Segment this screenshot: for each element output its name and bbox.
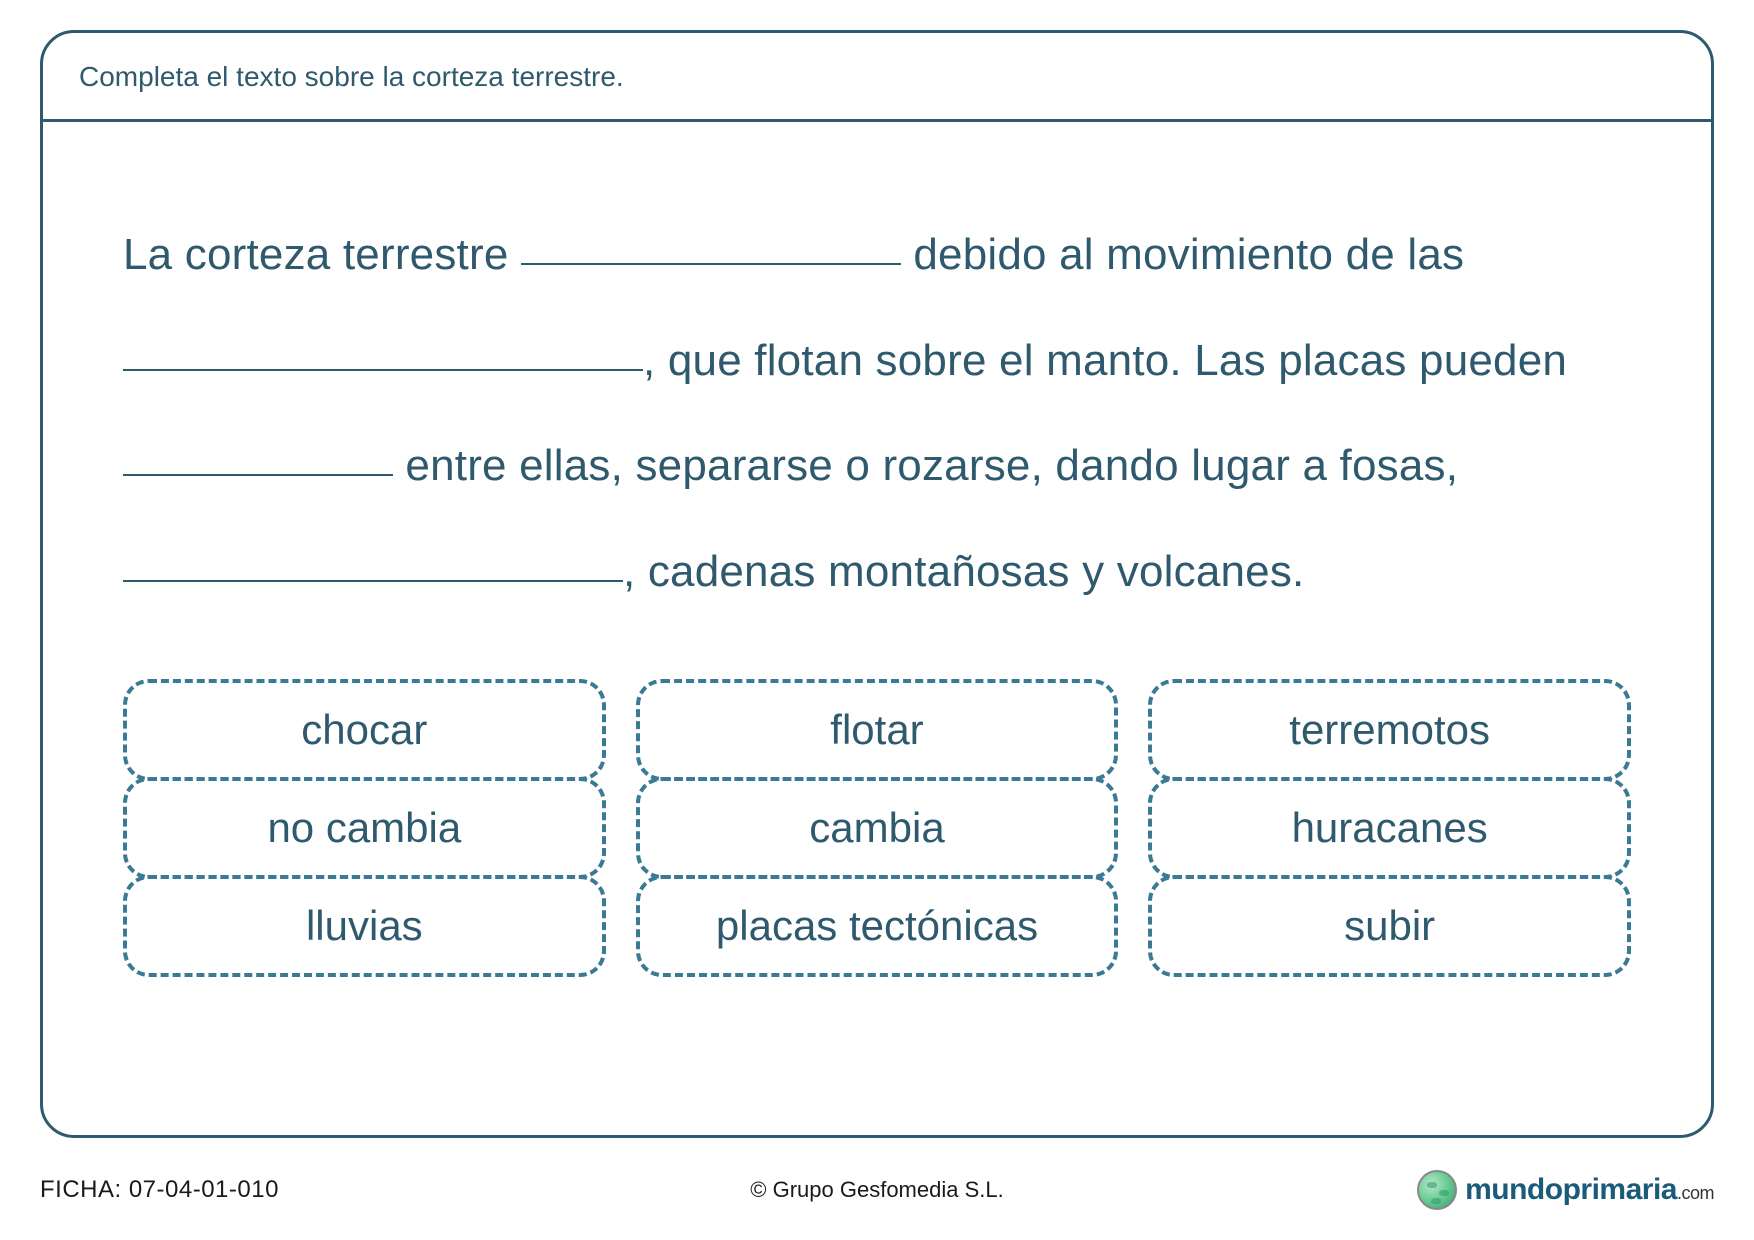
worksheet-card: Completa el texto sobre la corteza terre… bbox=[40, 30, 1714, 1138]
brand-suffix: .com bbox=[1677, 1183, 1714, 1203]
fill-blank[interactable] bbox=[123, 327, 643, 371]
worksheet-body: La corteza terrestre debido al movimient… bbox=[43, 122, 1711, 1013]
instructions-text: Completa el texto sobre la corteza terre… bbox=[79, 61, 624, 92]
fill-blank[interactable] bbox=[521, 221, 901, 265]
globe-icon bbox=[1417, 1170, 1457, 1210]
options-grid: chocar flotar terremotos no cambia cambia hur… bbox=[123, 679, 1631, 973]
word-option[interactable]: cambia bbox=[636, 777, 1119, 879]
word-option[interactable]: terremotos bbox=[1148, 679, 1631, 781]
word-option[interactable]: placas tectónicas bbox=[636, 875, 1119, 977]
page-footer: FICHA: 07-04-01-010 © Grupo Gesfomedia S… bbox=[40, 1170, 1714, 1210]
word-option[interactable]: flotar bbox=[636, 679, 1119, 781]
word-option[interactable]: subir bbox=[1148, 875, 1631, 977]
brand-logo-text: mundoprimaria.com bbox=[1465, 1173, 1714, 1207]
ficha-code: FICHA: 07-04-01-010 bbox=[40, 1176, 279, 1204]
copyright-text: © Grupo Gesfomedia S.L. bbox=[750, 1177, 1003, 1203]
word-option[interactable]: lluvias bbox=[123, 875, 606, 977]
fill-blank[interactable] bbox=[123, 538, 623, 582]
fill-blank[interactable] bbox=[123, 432, 393, 476]
brand-name: mundoprimaria bbox=[1465, 1173, 1677, 1206]
word-option[interactable]: huracanes bbox=[1148, 777, 1631, 879]
fill-in-paragraph: La corteza terrestre debido al movimient… bbox=[123, 202, 1631, 624]
word-option[interactable]: no cambia bbox=[123, 777, 606, 879]
instructions-bar: Completa el texto sobre la corteza terre… bbox=[43, 33, 1711, 122]
brand-logo: mundoprimaria.com bbox=[1417, 1170, 1714, 1210]
word-option[interactable]: chocar bbox=[123, 679, 606, 781]
